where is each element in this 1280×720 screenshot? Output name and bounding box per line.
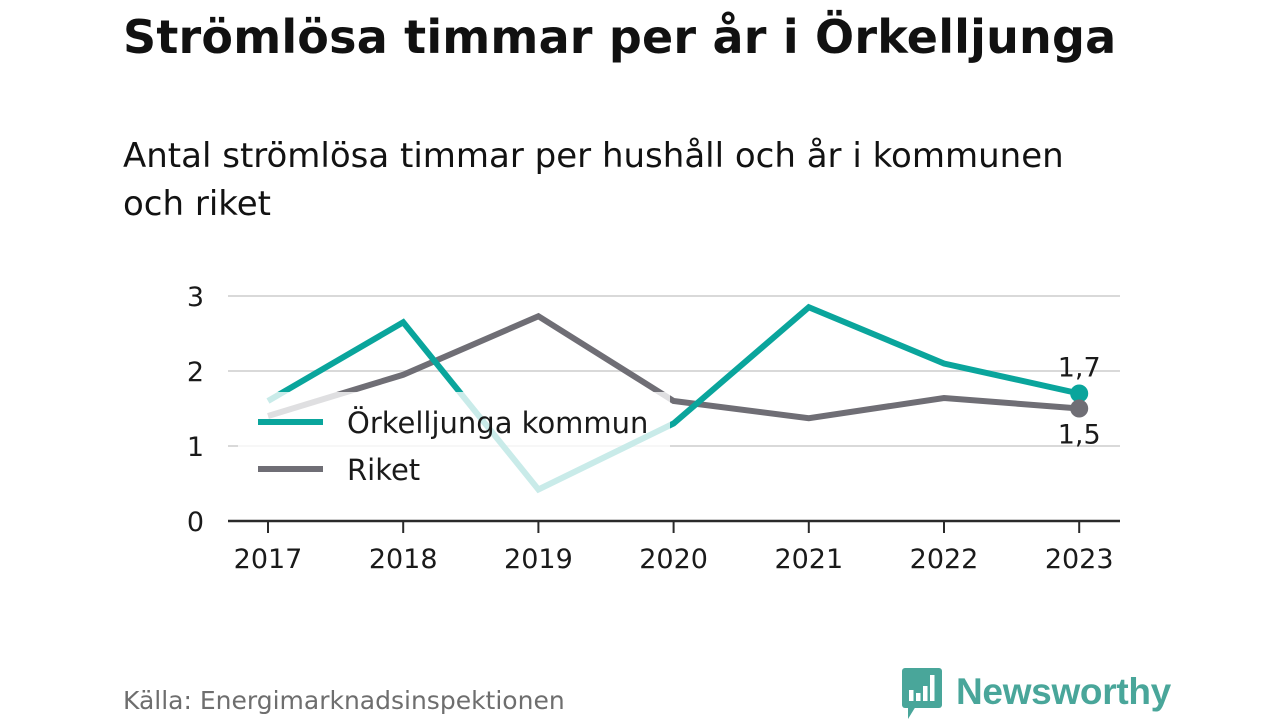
end-label-riket: 1,5 [1058,420,1101,451]
legend-label-orkelljunga: Örkelljunga kommun [347,406,648,440]
y-tick-label: 2 [187,357,204,388]
legend-background [238,392,670,500]
source-note: Källa: Energimarknadsinspektionen [123,686,565,715]
series-line-orkelljunga [266,303,1080,494]
series-line-riket [267,312,1080,422]
x-tick-label: 2022 [910,544,979,575]
legend-label-riket: Riket [347,453,420,487]
y-tick-label: 3 [187,282,204,313]
x-tick-label: 2018 [369,544,438,575]
newsworthy-logo-icon [902,668,942,719]
x-tick-label: 2020 [639,544,708,575]
end-marker-orkelljunga [1070,384,1089,403]
x-tick-label: 2019 [504,544,573,575]
x-tick-label: 2023 [1045,544,1114,575]
chart-title: Strömlösa timmar per år i Örkelljunga [123,10,1117,64]
x-tick-label: 2017 [234,544,303,575]
line-chart: 0 1 2 3 2017 2018 2019 2020 2021 2022 2023 1,7 1,5 Ör… [187,282,1120,575]
end-label-orkelljunga: 1,7 [1058,353,1101,384]
brand-logo: Newsworthy [902,668,1171,720]
chart-subtitle: Antal strömlösa timmar per hushåll och å… [123,136,1064,224]
end-marker-riket [1070,399,1089,418]
y-tick-label: 1 [187,432,204,463]
brand-name: Newsworthy [956,671,1171,712]
x-tick-label: 2021 [774,544,843,575]
y-tick-label: 0 [187,507,204,538]
